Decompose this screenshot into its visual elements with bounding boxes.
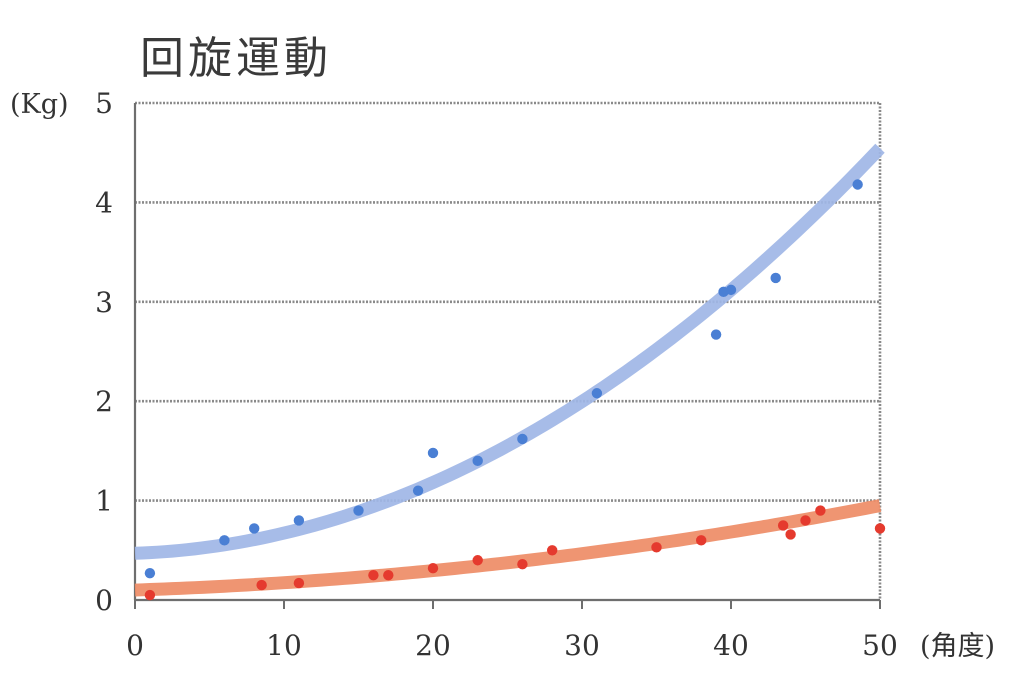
data-point-s1-5: [353, 505, 364, 516]
data-point-s2-16: [874, 523, 886, 534]
y-tick-label-2: 2: [95, 385, 113, 418]
x-axis-unit: (角度): [920, 631, 995, 662]
x-tick-label-10: 10: [266, 629, 302, 662]
data-point-s2-6: [427, 562, 439, 574]
data-points: [144, 179, 886, 601]
x-tick-label-50: 50: [862, 629, 898, 662]
y-axis-unit: (Kg): [10, 89, 69, 120]
plot-area: [135, 103, 880, 600]
axes: [133, 103, 881, 609]
data-point-s2-14: [800, 515, 811, 526]
x-tick-label-20: 20: [415, 629, 451, 662]
data-point-s2-8: [517, 559, 528, 570]
data-point-s1-9: [517, 433, 528, 445]
data-point-s1-14: [770, 272, 781, 284]
y-tick-label-3: 3: [95, 286, 113, 319]
data-point-s2-1: [144, 589, 156, 601]
data-point-s2-4: [368, 569, 379, 581]
data-point-s1-1: [144, 567, 156, 579]
data-point-s2-7: [472, 555, 483, 566]
data-point-s1-8: [472, 455, 483, 467]
data-point-s2-3: [293, 577, 305, 589]
data-point-s2-10: [651, 542, 662, 553]
y-tick-label-5: 5: [95, 87, 113, 120]
trend-line-series-1: [134, 143, 885, 560]
data-point-s2-11: [696, 535, 707, 546]
x-tick-label-40: 40: [713, 629, 749, 662]
grid: [135, 101, 882, 600]
data-point-s2-5: [383, 569, 394, 581]
x-tick-label-0: 0: [126, 629, 144, 662]
data-point-s2-2: [256, 579, 267, 591]
x-tick-label-30: 30: [564, 629, 600, 662]
data-point-s1-11: [710, 329, 722, 340]
data-point-s1-7: [427, 447, 439, 459]
data-point-s1-3: [249, 523, 260, 534]
data-point-s1-13: [725, 284, 737, 296]
data-point-s2-9: [547, 545, 558, 556]
y-tick-label-4: 4: [95, 186, 113, 219]
data-point-s1-15: [852, 179, 863, 190]
data-point-s2-12: [777, 520, 789, 531]
y-tick-label-1: 1: [95, 485, 113, 518]
y-tick-label-0: 0: [95, 584, 113, 617]
data-point-s2-13: [785, 529, 796, 540]
data-point-s1-10: [591, 388, 603, 399]
data-point-s1-4: [293, 515, 305, 526]
data-point-s1-6: [412, 485, 424, 496]
data-point-s2-15: [815, 505, 826, 516]
data-point-s1-2: [219, 535, 230, 546]
chart-title: 回旋運動: [140, 33, 332, 84]
